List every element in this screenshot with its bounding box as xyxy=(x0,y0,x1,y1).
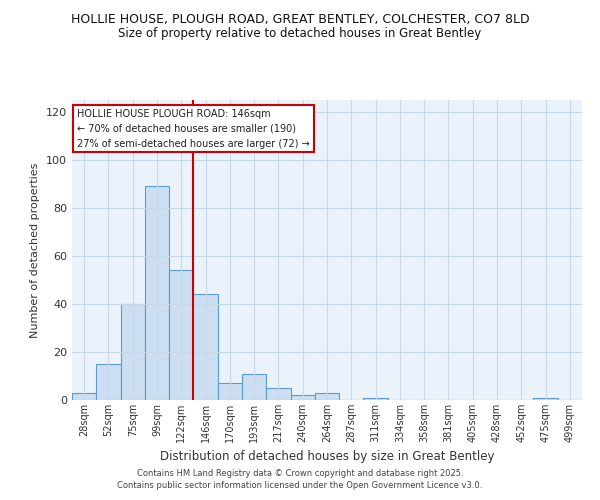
Bar xyxy=(242,374,266,400)
Bar xyxy=(364,398,388,400)
Bar xyxy=(145,186,169,400)
Y-axis label: Number of detached properties: Number of detached properties xyxy=(31,162,40,338)
X-axis label: Distribution of detached houses by size in Great Bentley: Distribution of detached houses by size … xyxy=(160,450,494,464)
Bar xyxy=(290,395,315,400)
Bar xyxy=(266,388,290,400)
Bar xyxy=(72,393,96,400)
Text: Contains public sector information licensed under the Open Government Licence v3: Contains public sector information licen… xyxy=(118,481,482,490)
Bar xyxy=(96,364,121,400)
Text: Size of property relative to detached houses in Great Bentley: Size of property relative to detached ho… xyxy=(118,28,482,40)
Text: HOLLIE HOUSE, PLOUGH ROAD, GREAT BENTLEY, COLCHESTER, CO7 8LD: HOLLIE HOUSE, PLOUGH ROAD, GREAT BENTLEY… xyxy=(71,12,529,26)
Text: Contains HM Land Registry data © Crown copyright and database right 2025.: Contains HM Land Registry data © Crown c… xyxy=(137,468,463,477)
Bar xyxy=(193,294,218,400)
Text: HOLLIE HOUSE PLOUGH ROAD: 146sqm
← 70% of detached houses are smaller (190)
27% : HOLLIE HOUSE PLOUGH ROAD: 146sqm ← 70% o… xyxy=(77,109,310,148)
Bar xyxy=(169,270,193,400)
Bar xyxy=(533,398,558,400)
Bar xyxy=(315,393,339,400)
Bar xyxy=(121,304,145,400)
Bar xyxy=(218,383,242,400)
